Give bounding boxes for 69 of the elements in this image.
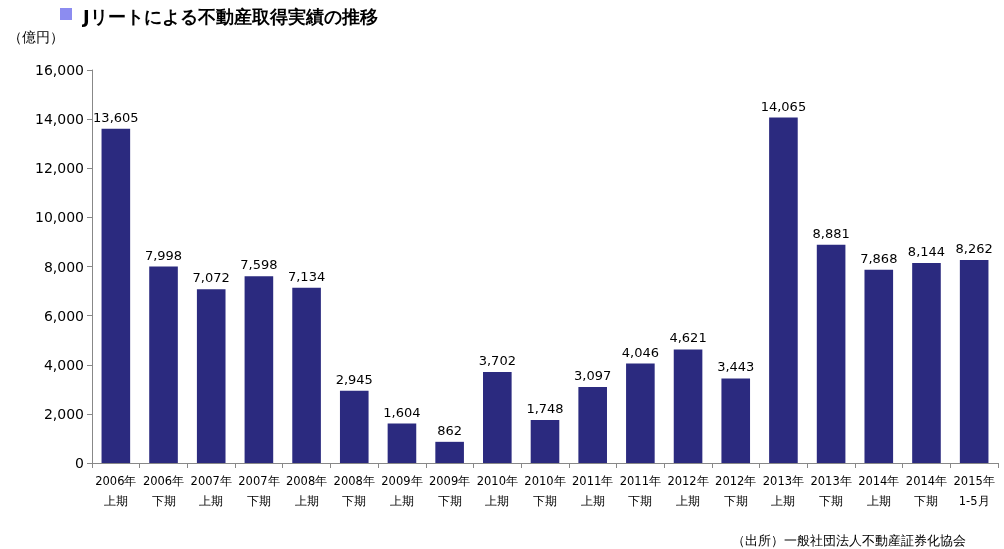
y-tick-label: 2,000 (43, 405, 84, 422)
x-tick-label: 2006年下期 (142, 474, 185, 508)
chart-title: Jリートによる不動産取得実績の推移 (81, 5, 378, 27)
x-tick-label: 2010年上期 (476, 474, 518, 508)
x-tick-label: 2007年下期 (238, 474, 280, 508)
text: （出所）一般社団法人不動産証券化協会 (732, 533, 966, 548)
x-tick-label: 2009年上期 (381, 474, 423, 508)
data-label: 862 (437, 422, 463, 438)
x-tick-label: 2014年下期 (905, 474, 948, 508)
bar (387, 423, 417, 463)
data-label: 4,621 (669, 330, 707, 346)
y-tick-label: 10,000 (35, 209, 84, 226)
data-label: 14,065 (760, 98, 807, 114)
y-tick-label: 14,000 (35, 111, 84, 128)
bar (626, 363, 655, 463)
x-tick-label: 2008年下期 (333, 474, 375, 508)
data-label: 7,998 (144, 247, 183, 263)
data-label: 8,262 (955, 241, 993, 257)
bar (530, 420, 560, 463)
y-axis-title: （億円） (8, 29, 64, 45)
y-tick-label: 4,000 (43, 356, 84, 373)
bar (196, 289, 226, 463)
y-tick-label: 8,000 (43, 258, 84, 275)
bar (673, 349, 703, 463)
y-tick-label: 12,000 (35, 160, 84, 177)
data-label: 8,144 (907, 243, 946, 259)
data-label: 3,443 (717, 359, 755, 375)
data-label: 3,702 (478, 353, 516, 369)
x-tick-label: 2009年下期 (428, 474, 471, 508)
bar (864, 269, 894, 463)
data-label: 3,097 (574, 367, 612, 383)
y-tick-label: 6,000 (43, 307, 84, 324)
bar (578, 386, 607, 463)
x-tick-label: 2015年1-5月 (953, 474, 995, 508)
x-tick-label: 2011年下期 (619, 474, 662, 508)
bar (101, 128, 131, 463)
y-tick-label: 0 (75, 455, 84, 471)
bar (339, 390, 369, 463)
y-tick-label: 16,000 (35, 62, 84, 78)
data-label: 7,072 (192, 270, 230, 286)
x-tick-label: 2014年上期 (858, 474, 900, 508)
x-tick-label: 2007年上期 (190, 474, 232, 508)
bar (244, 276, 274, 463)
data-label: 1,748 (526, 401, 564, 417)
bar (292, 287, 321, 463)
data-label: 2,945 (335, 371, 373, 387)
bar (769, 117, 798, 463)
bar (816, 244, 846, 463)
x-tick-label: 2008年上期 (285, 474, 328, 508)
bar (912, 262, 941, 463)
bar (483, 372, 512, 463)
bar (149, 266, 178, 463)
x-tick-label: 2013年下期 (810, 474, 852, 508)
bar (959, 260, 989, 463)
x-tick-label: 2013年上期 (762, 474, 805, 508)
data-label: 1,604 (383, 404, 421, 420)
x-tick-label: 2012年下期 (715, 474, 757, 508)
data-label: 8,881 (812, 225, 850, 241)
x-tick-label: 2011年上期 (572, 474, 614, 508)
data-label: 7,868 (860, 250, 898, 266)
data-label: 13,605 (93, 109, 139, 125)
x-tick-label: 2010年下期 (524, 474, 566, 508)
x-tick-label: 2012年上期 (667, 474, 709, 508)
bar (721, 378, 751, 463)
data-label: 4,046 (621, 344, 659, 360)
x-tick-label: 2006年上期 (95, 474, 137, 508)
data-label: 7,134 (287, 268, 326, 284)
bar (435, 441, 464, 463)
data-label: 7,598 (240, 257, 278, 273)
